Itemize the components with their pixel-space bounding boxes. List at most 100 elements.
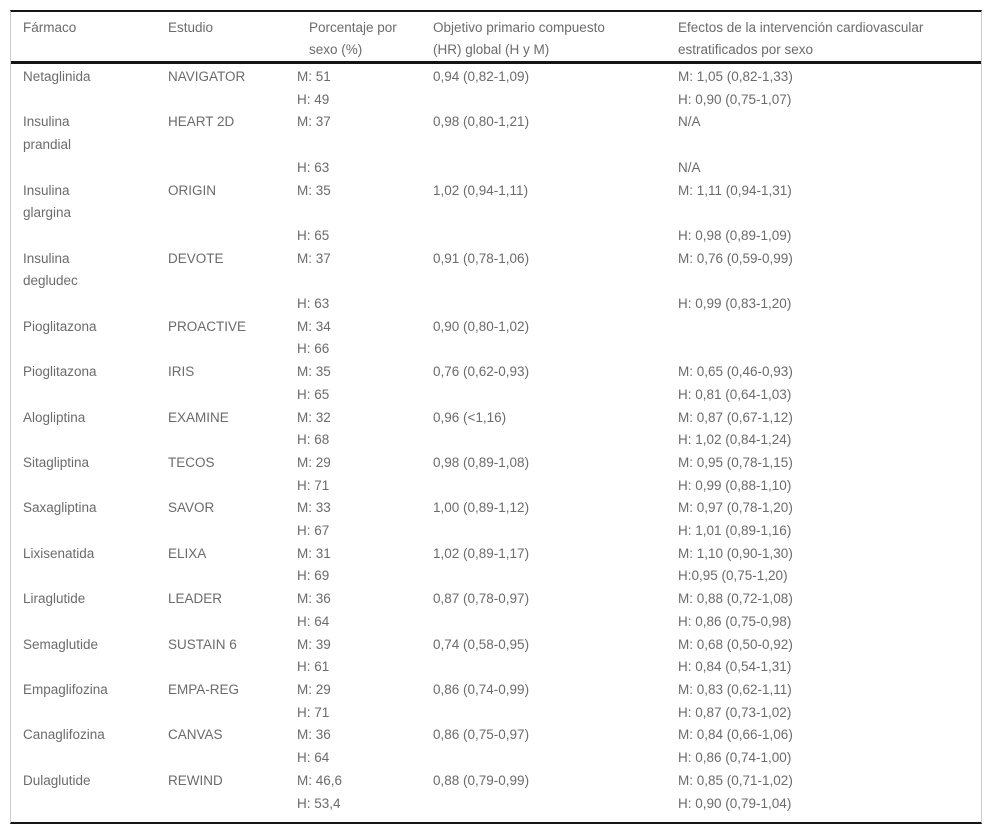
column-header-label: Objetivo primario compuesto [433,20,605,35]
cell-hr [433,225,678,248]
cell-estudio: SAVOR [168,500,215,516]
cell-farmaco [23,157,168,180]
cell-efectos [678,202,981,225]
cell-farmaco: prandial [23,137,72,153]
cell-farmaco [23,520,168,543]
table-row: Dulaglutide REWIND M: 46,6 0,88 (0,79-0,99)… [23,770,981,793]
cell-efectos: M: 0,87 (0,67-1,12) [678,409,793,425]
cell-sexo: H: 63 [297,159,330,175]
cell-efectos: M: 1,05 (0,82-1,33) [678,69,793,84]
cell-efectos: H: 0,90 (0,79-1,04) [678,795,792,811]
cell-farmaco: Saxagliptina [23,500,97,516]
cell-sexo: M: 29 [297,681,331,697]
cell-estudio: CANVAS [168,727,223,743]
cell-efectos [678,338,981,361]
cell-farmaco [23,656,168,679]
cell-estudio [168,202,297,225]
cell-farmaco [23,293,168,316]
cell-estudio: IRIS [168,364,195,380]
column-header-label: Efectos de la intervención cardiovascula… [678,20,924,35]
column-header-efectos-intervencion: Efectos de la intervención cardiovascula… [678,17,981,61]
cell-estudio: TECOS [168,454,215,470]
cell-farmaco [23,89,168,112]
cell-hr [433,793,678,816]
cell-sexo: H: 64 [297,613,330,629]
study-table: Fármaco Estudio Porcentaje por sexo (%) … [10,10,982,825]
cell-estudio: PROACTIVE [168,318,247,334]
cell-hr: 0,98 (0,89-1,08) [433,454,530,470]
cell-farmaco [23,702,168,725]
table-row: Insulina ORIGIN M: 35 1,02 (0,94-1,11) M: 1,… [23,180,981,203]
cell-estudio: ORIGIN [168,182,217,198]
cell-farmaco: Liraglutide [23,591,86,607]
cell-sexo: H: 61 [297,659,330,675]
cell-efectos: M: 0,84 (0,66-1,06) [678,727,793,743]
table-row: Saxagliptina SAVOR M: 33 1,00 (0,89-1,12) M:… [23,497,981,520]
cell-farmaco: Insulina [23,114,70,130]
cell-sexo: M: 37 [297,250,331,266]
cell-efectos: H: 0,81 (0,64-1,03) [678,386,792,402]
table-row: Pioglitazona PROACTIVE M: 34 0,90 (0,80-1,0… [23,316,981,339]
cell-efectos: H: 0,86 (0,75-0,98) [678,613,792,629]
cell-sexo: M: 31 [297,545,331,561]
cell-estudio [168,793,297,816]
table-row: H: 71 H: 0,87 (0,73-1,02) [23,702,981,725]
cell-estudio [168,520,297,543]
cell-sexo: M: 34 [297,318,331,334]
cell-estudio [168,134,297,157]
cell-sexo: H: 66 [297,341,330,357]
cell-farmaco [23,384,168,407]
cell-sexo: M: 37 [297,114,331,130]
column-header-label: Fármaco [23,20,77,35]
cell-efectos [678,316,981,339]
cell-farmaco [23,475,168,498]
cell-sexo: M: 32 [297,409,331,425]
cell-estudio: NAVIGATOR [168,69,246,84]
cell-farmaco [23,429,168,452]
cell-efectos: H: 0,99 (0,83-1,20) [678,296,792,312]
cell-efectos [678,134,981,157]
table-row: H: 68 H: 1,02 (0,84-1,24) [23,429,981,452]
cell-efectos: M: 0,88 (0,72-1,08) [678,591,793,607]
cell-estudio: EXAMINE [168,409,229,425]
cell-estudio [168,565,297,588]
cell-hr [433,702,678,725]
cell-estudio: LEADER [168,591,223,607]
cell-farmaco [23,611,168,634]
cell-estudio [168,157,297,180]
cell-efectos: H: 1,01 (0,89-1,16) [678,523,792,539]
cell-hr [433,475,678,498]
cell-farmaco [23,747,168,770]
cell-farmaco: Netaglinida [23,69,91,84]
cell-sexo: H: 69 [297,568,330,584]
table-row: Insulina DEVOTE M: 37 0,91 (0,78-1,06) M: 0,… [23,248,981,271]
cell-efectos: M: 0,85 (0,71-1,02) [678,772,793,788]
table-row: H: 64 H: 0,86 (0,75-0,98) [23,611,981,634]
table-body: Netaglinida NAVIGATOR M: 51 0,94 (0,82-1,09… [11,64,981,822]
cell-farmaco: Alogliptina [23,409,86,425]
table-row: Netaglinida NAVIGATOR M: 51 0,94 (0,82-1,09… [23,66,981,89]
cell-efectos: H:0,95 (0,75-1,20) [678,568,788,584]
table-row: Insulina HEART 2D M: 37 0,98 (0,80-1,21) N/A [23,111,981,134]
column-header-objetivo-primario: Objetivo primario compuesto (HR) global … [433,17,678,61]
cell-hr: 0,98 (0,80-1,21) [433,114,530,130]
cell-sexo: M: 35 [297,364,331,380]
cell-sexo: H: 71 [297,704,330,720]
cell-farmaco [23,338,168,361]
cell-estudio: ELIXA [168,545,207,561]
cell-sexo: M: 33 [297,500,331,516]
cell-hr [433,157,678,180]
cell-hr: 1,00 (0,89-1,12) [433,500,530,516]
table-row: H: 63 N/A [23,157,981,180]
cell-farmaco: Insulina [23,182,70,198]
cell-hr [433,520,678,543]
cell-sexo: H: 49 [297,91,330,107]
cell-estudio [168,225,297,248]
cell-farmaco: Sitagliptina [23,454,90,470]
cell-farmaco: Pioglitazona [23,364,97,380]
cell-sexo: H: 53,4 [297,795,341,811]
table-row: Semaglutide SUSTAIN 6 M: 39 0,74 (0,58-0,95… [23,634,981,657]
table-row: Empaglifozina EMPA-REG M: 29 0,86 (0,74-0,9… [23,679,981,702]
table-row: H: 66 [23,338,981,361]
cell-hr [433,565,678,588]
